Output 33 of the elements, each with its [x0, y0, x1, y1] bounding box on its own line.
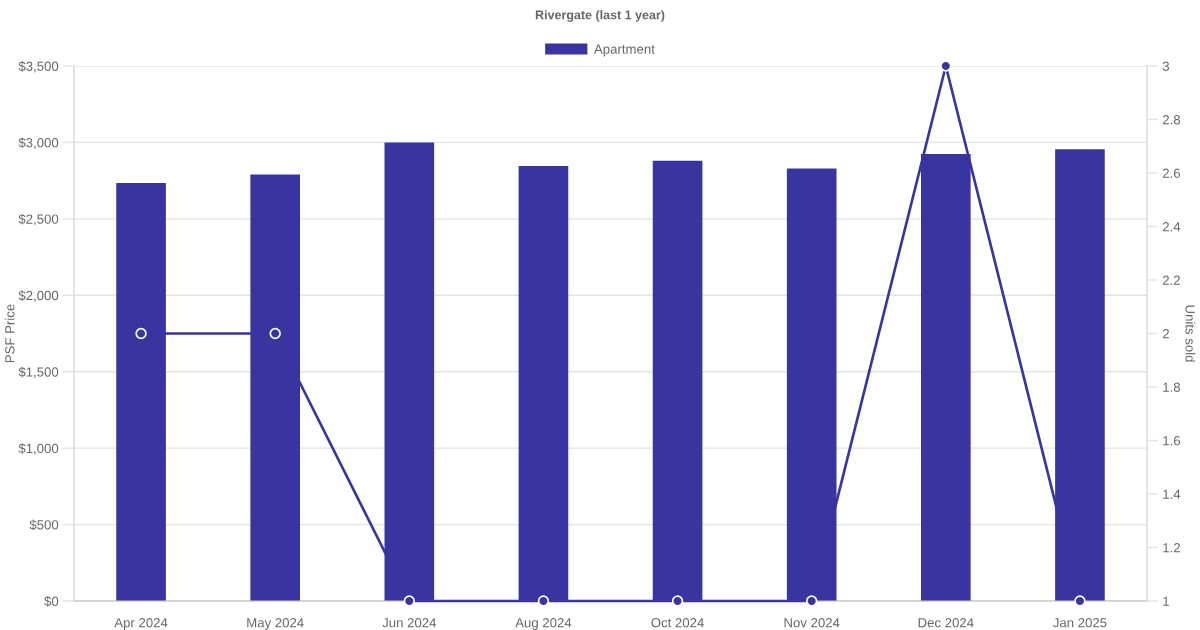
- y2-tick-label: 2.4: [1162, 222, 1181, 232]
- point: [135, 327, 147, 340]
- y2-tick-label: 3: [1162, 61, 1170, 71]
- x-tick-label: Jun 2024: [382, 618, 437, 628]
- y-tick-label: $3,500: [18, 61, 59, 73]
- y2-tick-label: 1.6: [1163, 436, 1181, 446]
- y-tick-label: $1,000: [18, 443, 59, 455]
- x-tick-label: Nov 2024: [784, 618, 840, 628]
- y-tick-label: $0: [44, 596, 59, 607]
- y2-tick-label: 1: [1163, 596, 1169, 606]
- y2-tick-label: 1.8: [1163, 382, 1181, 392]
- x-tick-label: May 2024: [247, 618, 304, 630]
- y2-tick-label: 2.2: [1162, 275, 1180, 285]
- y2-tick-label: 1.2: [1163, 543, 1180, 553]
- y-tick-label: $2,000: [18, 290, 59, 302]
- x-tick-label: Apr 2024: [114, 618, 168, 630]
- x-tick-label: Jan 2025: [1053, 618, 1107, 628]
- y-axis-title: PSF Price: [4, 304, 15, 363]
- legend-label: Apartment: [594, 44, 655, 57]
- y2-tick-label: 1.4: [1163, 489, 1181, 499]
- y-tick-label: $2,500: [18, 213, 59, 226]
- x-tick-label: Dec 2024: [918, 618, 974, 628]
- x-tick-label: Aug 2024: [515, 618, 572, 630]
- point: [269, 327, 281, 340]
- chart-title: Rivergate (last 1 year): [535, 10, 665, 22]
- y2-axis-title: Units sold: [1185, 305, 1196, 362]
- y-tick-label: $500: [29, 519, 59, 531]
- y-tick-label: $3,000: [18, 137, 59, 149]
- y2-tick-label: 2.8: [1162, 115, 1181, 125]
- y2-tick-label: 2: [1162, 329, 1169, 339]
- y-tick-label: $1,500: [18, 366, 59, 379]
- y2-tick-label: 2.6: [1162, 168, 1181, 178]
- x-tick-label: Oct 2024: [651, 618, 704, 628]
